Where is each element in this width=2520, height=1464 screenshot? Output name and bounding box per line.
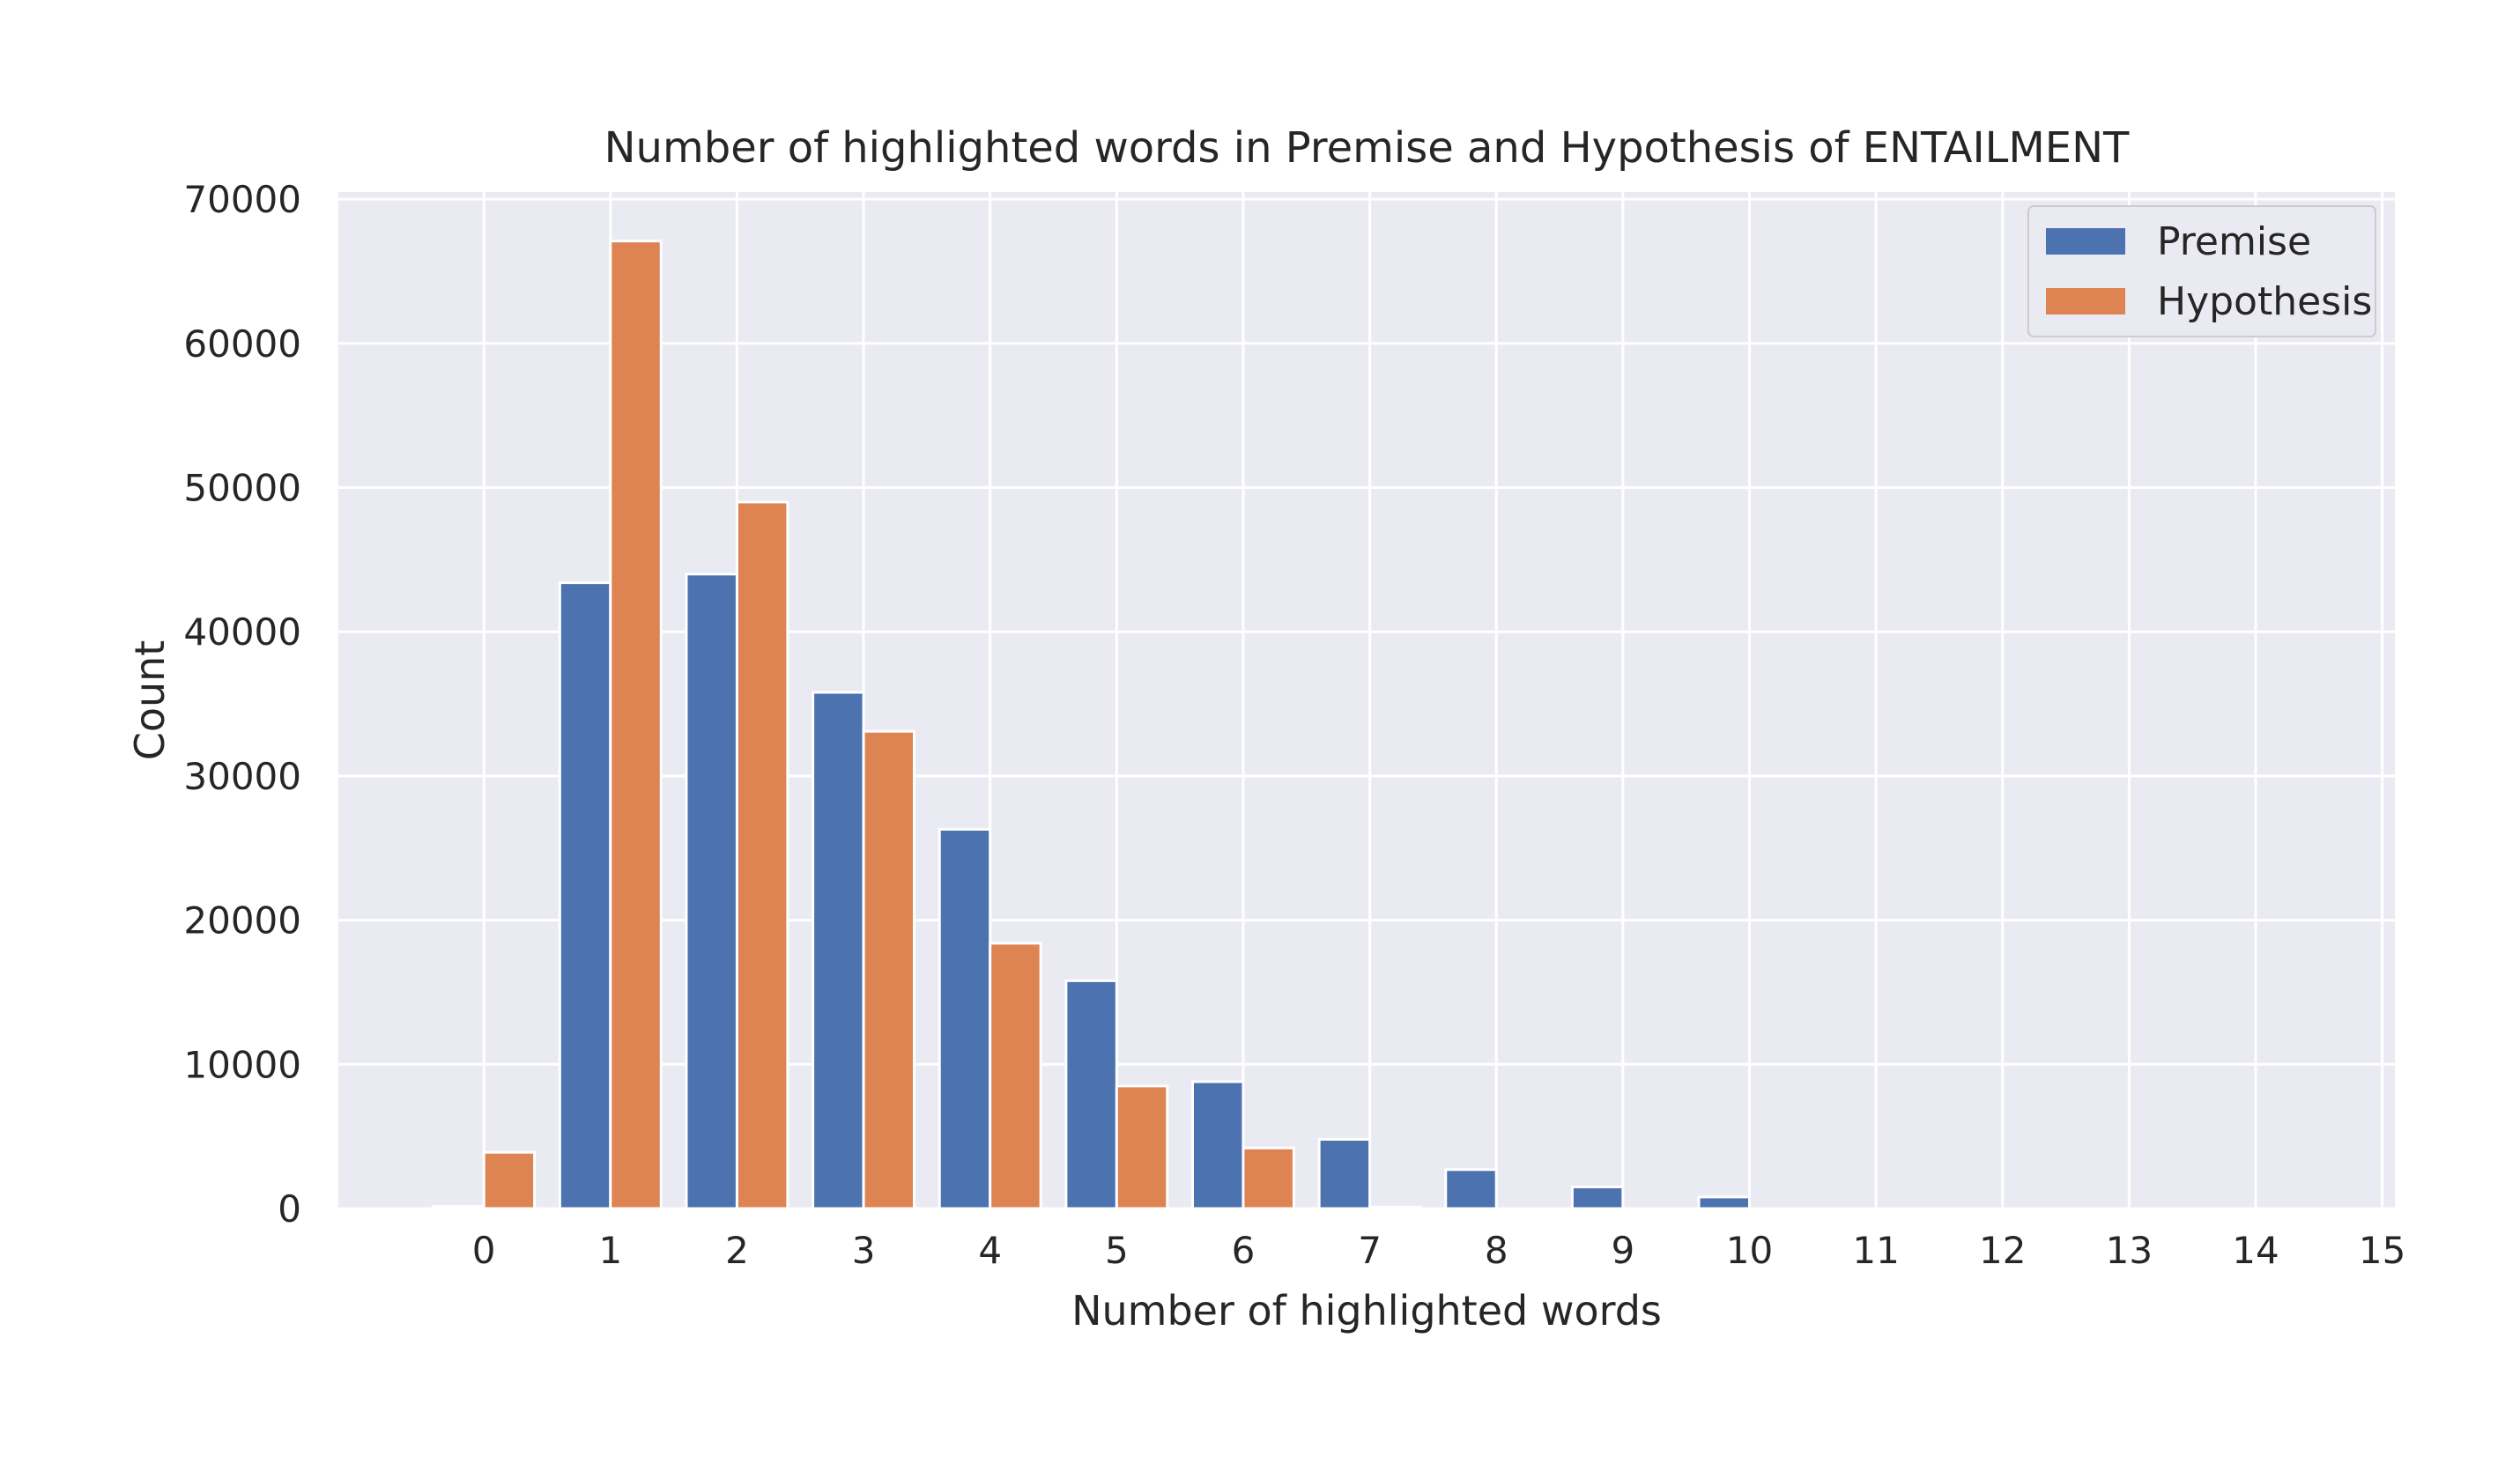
x-tick-label: 15 bbox=[2359, 1229, 2405, 1272]
x-tick-label: 13 bbox=[2106, 1229, 2153, 1272]
y-tick-label: 70000 bbox=[183, 178, 301, 221]
legend-swatch-premise bbox=[2046, 228, 2125, 255]
y-tick-label: 30000 bbox=[183, 755, 301, 798]
x-tick-label: 4 bbox=[978, 1229, 1002, 1272]
bar-hypothesis-4 bbox=[989, 942, 1042, 1210]
bar-premise-0 bbox=[432, 1205, 485, 1210]
y-tick-label: 20000 bbox=[183, 899, 301, 943]
x-tick-label: 8 bbox=[1485, 1229, 1508, 1272]
bar-premise-8 bbox=[1444, 1168, 1498, 1210]
y-tick-label: 10000 bbox=[183, 1043, 301, 1086]
bar-premise-9 bbox=[1570, 1185, 1625, 1210]
bar-hypothesis-1 bbox=[609, 240, 663, 1210]
x-tick-label: 9 bbox=[1611, 1229, 1634, 1272]
legend-label-premise: Premise bbox=[2157, 219, 2311, 264]
plot-area bbox=[338, 192, 2395, 1209]
y-axis-label: Count bbox=[126, 640, 174, 761]
legend: Premise Hypothesis bbox=[2027, 205, 2376, 337]
bar-hypothesis-6 bbox=[1241, 1146, 1295, 1210]
bar-premise-3 bbox=[812, 691, 865, 1210]
y-tick-label: 60000 bbox=[183, 322, 301, 366]
x-tick-label: 12 bbox=[1979, 1229, 2026, 1272]
bar-hypothesis-0 bbox=[482, 1150, 537, 1210]
bar-premise-1 bbox=[558, 581, 612, 1210]
bar-hypothesis-3 bbox=[862, 729, 916, 1210]
y-tick-label: 50000 bbox=[183, 467, 301, 510]
bar-premise-6 bbox=[1191, 1080, 1245, 1210]
x-tick-label: 0 bbox=[472, 1229, 496, 1272]
tick-labels: 0 1 2 3 4 5 6 7 8 9 10 11 12 13 14 15010000200003000040… bbox=[183, 178, 2405, 1272]
x-tick-label: 11 bbox=[1852, 1229, 1899, 1272]
legend-swatch-hypothesis bbox=[2046, 288, 2125, 314]
bar-premise-7 bbox=[1317, 1137, 1372, 1210]
x-tick-label: 14 bbox=[2232, 1229, 2279, 1272]
bar-premise-2 bbox=[685, 573, 738, 1210]
y-tick-label: 40000 bbox=[183, 610, 301, 654]
bar-premise-5 bbox=[1064, 979, 1118, 1210]
bar-hypothesis-2 bbox=[735, 500, 789, 1210]
bar-hypothesis-7 bbox=[1368, 1205, 1422, 1210]
x-tick-label: 3 bbox=[852, 1229, 876, 1272]
bar-premise-10 bbox=[1697, 1195, 1751, 1210]
x-tick-label: 2 bbox=[725, 1229, 749, 1272]
bar-premise-4 bbox=[938, 828, 992, 1210]
x-tick-label: 7 bbox=[1358, 1229, 1382, 1272]
chart-title: Number of highlighted words in Premise a… bbox=[604, 123, 2130, 173]
y-tick-label: 0 bbox=[278, 1187, 301, 1231]
bar-hypothesis-5 bbox=[1115, 1084, 1169, 1210]
legend-label-hypothesis: Hypothesis bbox=[2157, 279, 2372, 324]
x-axis-label: Number of highlighted words bbox=[1071, 1287, 1662, 1335]
bars bbox=[432, 240, 1751, 1210]
x-tick-label: 5 bbox=[1105, 1229, 1129, 1272]
x-tick-label: 1 bbox=[598, 1229, 622, 1272]
x-tick-label: 10 bbox=[1726, 1229, 1773, 1272]
x-tick-label: 6 bbox=[1232, 1229, 1256, 1272]
